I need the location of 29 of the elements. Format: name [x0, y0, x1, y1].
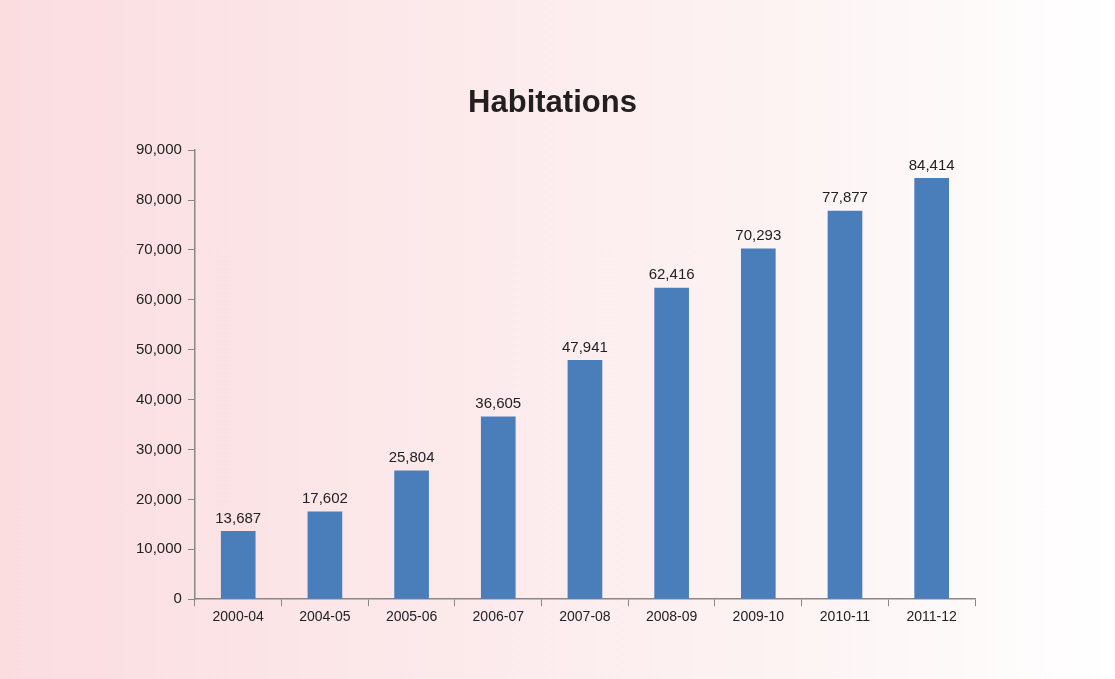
x-tick-label: 2007-08: [559, 608, 611, 625]
data-label: 17,602: [301, 489, 348, 507]
y-tick-label: 10,000: [135, 539, 182, 557]
x-tick-label: 2008-09: [645, 608, 698, 625]
x-tick-label: 2009-10: [732, 608, 785, 625]
data-label: 70,293: [735, 226, 782, 244]
data-label: 36,605: [475, 394, 522, 412]
y-tick-label: 40,000: [135, 389, 182, 407]
x-tick-label: 2010-11: [819, 608, 871, 625]
x-tick-label: 2005-06: [385, 608, 438, 625]
y-tick-label: 20,000: [135, 489, 182, 507]
y-tick-label: 90,000: [135, 140, 182, 158]
data-label: 62,416: [648, 265, 695, 283]
data-label: 25,804: [388, 448, 435, 466]
y-tick-label: 80,000: [135, 190, 182, 208]
x-tick-label: 2006-07: [472, 608, 525, 625]
y-tick-label: 60,000: [135, 290, 182, 308]
data-label: 13,687: [215, 508, 262, 526]
x-tick-label: 2011-12: [906, 608, 958, 625]
data-label: 84,414: [908, 155, 955, 173]
y-tick-label: 70,000: [135, 240, 182, 258]
x-tick-label: 2000-04: [212, 608, 265, 625]
y-tick-label: 0: [173, 589, 182, 607]
x-tick-label: 2004-05: [299, 608, 351, 625]
data-label: 47,941: [561, 337, 608, 355]
y-tick-label: 50,000: [135, 339, 182, 357]
chart-title: Habitations: [468, 84, 637, 120]
y-tick-label: 30,000: [135, 439, 182, 457]
data-label: 77,877: [822, 188, 868, 206]
